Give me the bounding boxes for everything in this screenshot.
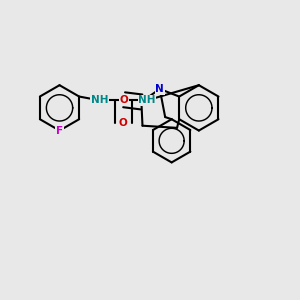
Text: F: F: [56, 126, 63, 136]
Text: O: O: [119, 118, 128, 128]
Text: N: N: [155, 84, 164, 94]
Text: NH: NH: [138, 95, 156, 105]
Text: NH: NH: [91, 95, 108, 105]
Text: O: O: [120, 95, 128, 105]
